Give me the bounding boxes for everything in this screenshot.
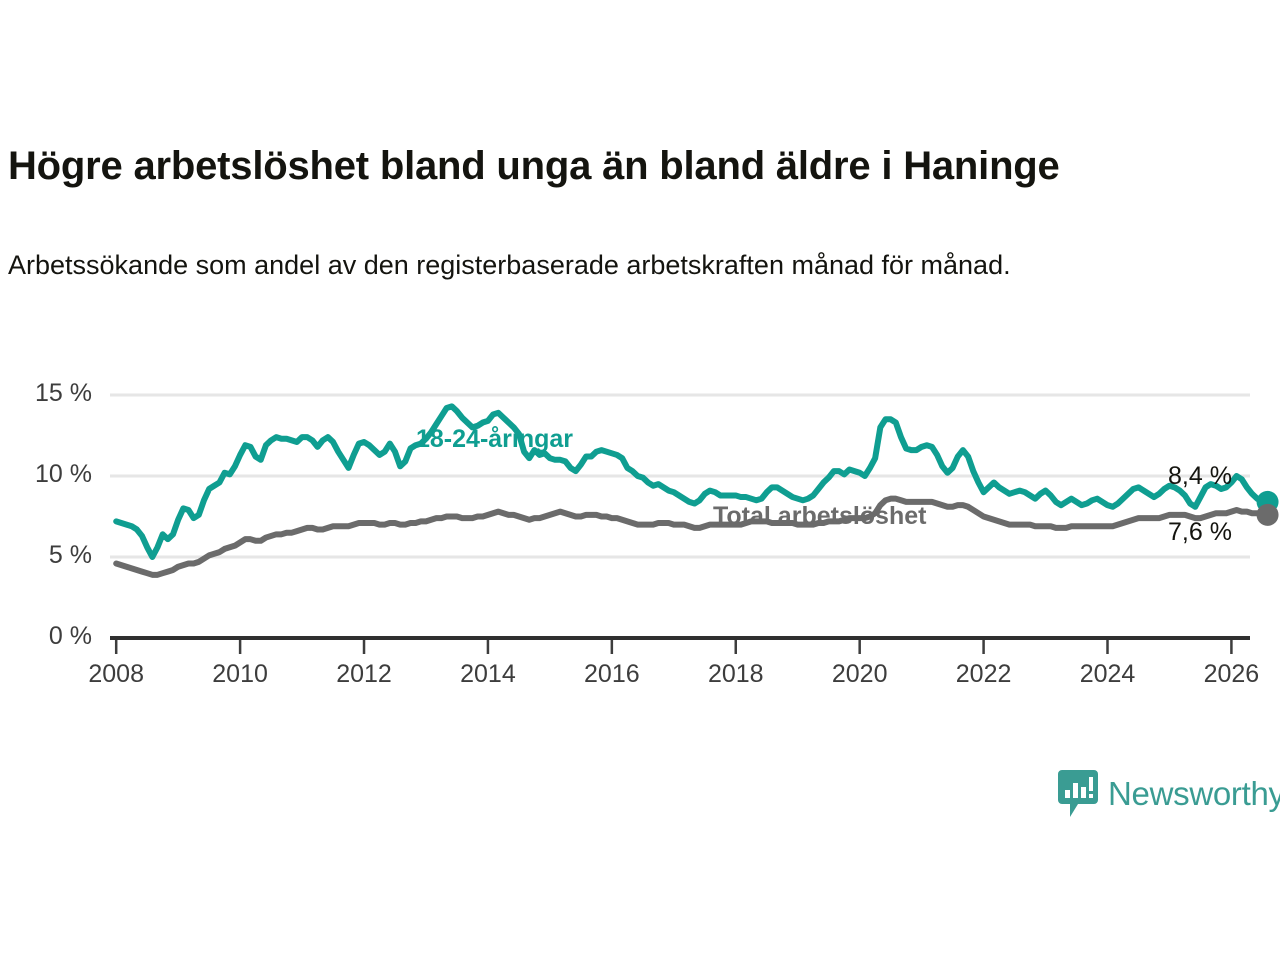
- x-tick-label: 2020: [831, 660, 888, 688]
- x-tick-label: 2024: [1079, 660, 1136, 688]
- x-tick-label: 2014: [460, 660, 516, 688]
- x-tick-label: 2016: [584, 660, 640, 688]
- bar-chart-speech-bubble-icon: [1058, 770, 1098, 817]
- series-label-youth: 18-24-åringar: [416, 425, 574, 453]
- y-tick-label: 10 %: [35, 460, 92, 488]
- series-lines: [113, 403, 1271, 578]
- x-tick-label: 2008: [88, 660, 144, 688]
- youth-end-value-label: 8,4 %: [1168, 462, 1232, 490]
- endpoint-markers: [1256, 490, 1279, 526]
- chart-subtitle: Arbetssökande som andel av den registerb…: [8, 250, 1011, 280]
- x-tick-label: 2018: [707, 660, 764, 688]
- newsworthy-logo: Newsworthy: [1058, 770, 1280, 818]
- total-end-value-label: 7,6 %: [1168, 518, 1232, 546]
- axis-ticks: [114, 640, 1233, 654]
- x-tick-label: 2026: [1203, 660, 1260, 688]
- gridlines: [110, 393, 1250, 559]
- x-tick-label: 2022: [955, 660, 1012, 688]
- page-title: Högre arbetslöshet bland unga än bland ä…: [8, 144, 1060, 188]
- y-tick-label: 5 %: [48, 541, 92, 569]
- series-line: [113, 403, 1271, 560]
- series-line: [113, 495, 1271, 578]
- x-tick-label: 2010: [212, 660, 268, 688]
- y-tick-label: 15 %: [35, 379, 92, 407]
- x-tick-label: 2012: [336, 660, 392, 688]
- series-label-total: Total arbetslöshet: [713, 502, 927, 530]
- logo-wordmark: Newsworthy: [1108, 775, 1280, 812]
- y-tick-label: 0 %: [48, 622, 92, 650]
- endpoint-marker: [1256, 503, 1279, 526]
